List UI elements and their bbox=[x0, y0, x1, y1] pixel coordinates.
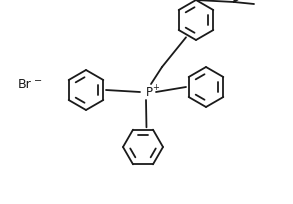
Text: +: + bbox=[153, 83, 159, 92]
Text: −: − bbox=[34, 76, 42, 86]
Text: P: P bbox=[146, 86, 152, 99]
Text: Br: Br bbox=[18, 78, 32, 91]
